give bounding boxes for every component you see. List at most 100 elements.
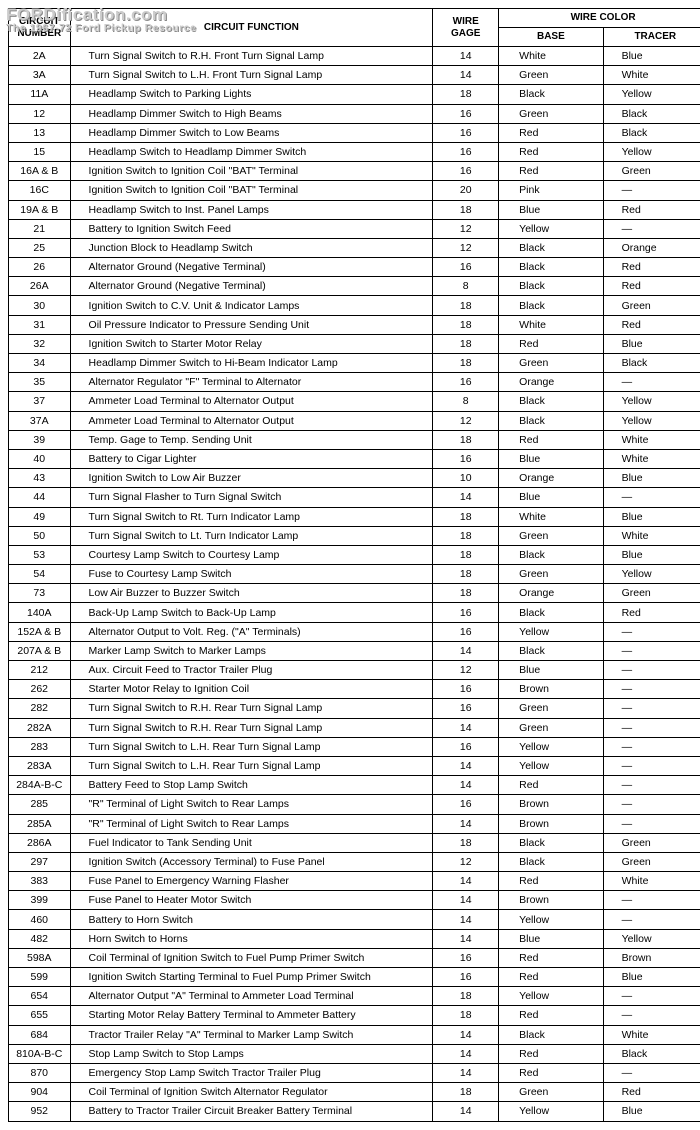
tracer-color-cell: Yellow bbox=[603, 85, 700, 104]
base-color-cell: Green bbox=[499, 1083, 603, 1102]
circuit-number-cell: 32 bbox=[9, 334, 71, 353]
tracer-color-cell: Black bbox=[603, 123, 700, 142]
table-row: 35Alternator Regulator "F" Terminal to A… bbox=[9, 373, 700, 392]
tracer-color-cell: Black bbox=[603, 104, 700, 123]
table-row: 283ATurn Signal Switch to L.H. Rear Turn… bbox=[9, 756, 700, 775]
header-wire-color: WIRE COLOR bbox=[499, 9, 700, 28]
tracer-color-cell: — bbox=[603, 622, 700, 641]
tracer-color-cell: White bbox=[603, 66, 700, 85]
base-color-cell: Green bbox=[499, 354, 603, 373]
wire-gage-cell: 16 bbox=[433, 737, 499, 756]
circuit-function-cell: Turn Signal Switch to Lt. Turn Indicator… bbox=[70, 526, 433, 545]
wire-gage-cell: 16 bbox=[433, 603, 499, 622]
circuit-function-cell: Junction Block to Headlamp Switch bbox=[70, 238, 433, 257]
tracer-color-cell: Red bbox=[603, 200, 700, 219]
base-color-cell: Black bbox=[499, 603, 603, 622]
base-color-cell: Yellow bbox=[499, 987, 603, 1006]
circuit-number-cell: 904 bbox=[9, 1083, 71, 1102]
table-row: 810A-B-CStop Lamp Switch to Stop Lamps14… bbox=[9, 1044, 700, 1063]
table-row: 21Battery to Ignition Switch Feed12Yello… bbox=[9, 219, 700, 238]
table-row: 30Ignition Switch to C.V. Unit & Indicat… bbox=[9, 296, 700, 315]
wire-gage-cell: 18 bbox=[433, 334, 499, 353]
wire-gage-cell: 18 bbox=[433, 200, 499, 219]
table-row: 19A & BHeadlamp Switch to Inst. Panel La… bbox=[9, 200, 700, 219]
table-row: 16A & BIgnition Switch to Ignition Coil … bbox=[9, 162, 700, 181]
circuit-number-cell: 37 bbox=[9, 392, 71, 411]
wire-gage-cell: 14 bbox=[433, 488, 499, 507]
base-color-cell: Blue bbox=[499, 929, 603, 948]
circuit-number-cell: 212 bbox=[9, 661, 71, 680]
circuit-function-cell: Ignition Switch to Ignition Coil "BAT" T… bbox=[70, 181, 433, 200]
table-row: 282ATurn Signal Switch to R.H. Rear Turn… bbox=[9, 718, 700, 737]
base-color-cell: Yellow bbox=[499, 737, 603, 756]
table-row: 53Courtesy Lamp Switch to Courtesy Lamp1… bbox=[9, 545, 700, 564]
circuit-number-cell: 3A bbox=[9, 66, 71, 85]
circuit-function-cell: Ammeter Load Terminal to Alternator Outp… bbox=[70, 392, 433, 411]
circuit-function-cell: Ignition Switch Starting Terminal to Fue… bbox=[70, 968, 433, 987]
table-row: 54Fuse to Courtesy Lamp Switch18GreenYel… bbox=[9, 565, 700, 584]
wire-gage-cell: 14 bbox=[433, 1044, 499, 1063]
wire-gage-cell: 14 bbox=[433, 872, 499, 891]
circuit-number-cell: 152A & B bbox=[9, 622, 71, 641]
table-row: 286AFuel Indicator to Tank Sending Unit1… bbox=[9, 833, 700, 852]
wire-gage-cell: 16 bbox=[433, 142, 499, 161]
tracer-color-cell: Green bbox=[603, 584, 700, 603]
circuit-function-cell: Alternator Output "A" Terminal to Ammete… bbox=[70, 987, 433, 1006]
tracer-color-cell: — bbox=[603, 699, 700, 718]
base-color-cell: Green bbox=[499, 565, 603, 584]
wire-gage-cell: 16 bbox=[433, 123, 499, 142]
tracer-color-cell: Yellow bbox=[603, 929, 700, 948]
circuit-number-cell: 282 bbox=[9, 699, 71, 718]
circuit-number-cell: 19A & B bbox=[9, 200, 71, 219]
circuit-function-cell: Coil Terminal of Ignition Switch Alterna… bbox=[70, 1083, 433, 1102]
base-color-cell: Red bbox=[499, 142, 603, 161]
circuit-function-cell: Battery to Tractor Trailer Circuit Break… bbox=[70, 1102, 433, 1121]
circuit-number-cell: 599 bbox=[9, 968, 71, 987]
table-row: 152A & BAlternator Output to Volt. Reg. … bbox=[9, 622, 700, 641]
circuit-function-cell: Ignition Switch to Ignition Coil "BAT" T… bbox=[70, 162, 433, 181]
circuit-function-cell: Ignition Switch to Starter Motor Relay bbox=[70, 334, 433, 353]
tracer-color-cell: — bbox=[603, 488, 700, 507]
table-row: 25Junction Block to Headlamp Switch12Bla… bbox=[9, 238, 700, 257]
circuit-number-cell: 598A bbox=[9, 948, 71, 967]
circuit-function-cell: "R" Terminal of Light Switch to Rear Lam… bbox=[70, 795, 433, 814]
circuit-number-cell: 399 bbox=[9, 891, 71, 910]
tracer-color-cell: — bbox=[603, 910, 700, 929]
circuit-function-cell: Turn Signal Switch to Rt. Turn Indicator… bbox=[70, 507, 433, 526]
circuit-number-cell: 207A & B bbox=[9, 641, 71, 660]
circuit-number-cell: 285 bbox=[9, 795, 71, 814]
header-wire-gage: WIREGAGE bbox=[433, 9, 499, 47]
tracer-color-cell: — bbox=[603, 1006, 700, 1025]
table-row: 50Turn Signal Switch to Lt. Turn Indicat… bbox=[9, 526, 700, 545]
wire-gage-cell: 14 bbox=[433, 929, 499, 948]
tracer-color-cell: Blue bbox=[603, 334, 700, 353]
circuit-number-cell: 34 bbox=[9, 354, 71, 373]
circuit-number-cell: 73 bbox=[9, 584, 71, 603]
circuit-number-cell: 40 bbox=[9, 449, 71, 468]
tracer-color-cell: White bbox=[603, 526, 700, 545]
tracer-color-cell: — bbox=[603, 891, 700, 910]
table-row: 598ACoil Terminal of Ignition Switch to … bbox=[9, 948, 700, 967]
wire-gage-cell: 14 bbox=[433, 1102, 499, 1121]
tracer-color-cell: — bbox=[603, 795, 700, 814]
circuit-function-cell: Alternator Ground (Negative Terminal) bbox=[70, 277, 433, 296]
table-row: 73Low Air Buzzer to Buzzer Switch18Orang… bbox=[9, 584, 700, 603]
tracer-color-cell: — bbox=[603, 814, 700, 833]
watermark-line2: The 1967-72 Ford Pickup Resource bbox=[6, 23, 196, 34]
circuit-function-cell: Alternator Output to Volt. Reg. ("A" Ter… bbox=[70, 622, 433, 641]
tracer-color-cell: Blue bbox=[603, 545, 700, 564]
tracer-color-cell: White bbox=[603, 1025, 700, 1044]
circuit-function-cell: Aux. Circuit Feed to Tractor Trailer Plu… bbox=[70, 661, 433, 680]
circuit-number-cell: 654 bbox=[9, 987, 71, 1006]
circuit-number-cell: 13 bbox=[9, 123, 71, 142]
circuit-function-cell: Low Air Buzzer to Buzzer Switch bbox=[70, 584, 433, 603]
table-row: 32Ignition Switch to Starter Motor Relay… bbox=[9, 334, 700, 353]
circuit-number-cell: 39 bbox=[9, 430, 71, 449]
base-color-cell: Black bbox=[499, 641, 603, 660]
base-color-cell: Green bbox=[499, 526, 603, 545]
base-color-cell: Red bbox=[499, 872, 603, 891]
circuit-function-cell: Headlamp Switch to Parking Lights bbox=[70, 85, 433, 104]
circuit-number-cell: 44 bbox=[9, 488, 71, 507]
wire-gage-cell: 14 bbox=[433, 776, 499, 795]
base-color-cell: Black bbox=[499, 392, 603, 411]
